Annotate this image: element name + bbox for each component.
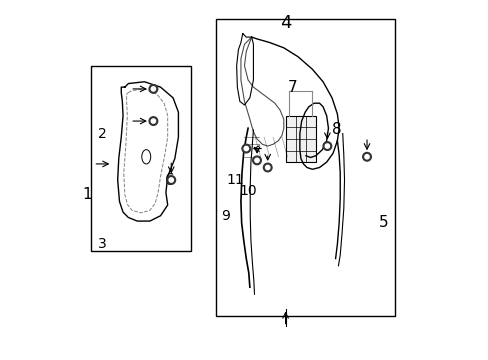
Text: 1: 1 xyxy=(82,187,92,202)
Text: 6: 6 xyxy=(164,172,174,188)
Text: 9: 9 xyxy=(221,209,230,223)
Circle shape xyxy=(151,119,155,123)
Circle shape xyxy=(323,142,331,150)
Text: 5: 5 xyxy=(378,215,387,230)
Circle shape xyxy=(254,158,259,162)
Circle shape xyxy=(169,178,173,182)
Text: 3: 3 xyxy=(98,237,107,251)
Circle shape xyxy=(364,155,368,159)
Circle shape xyxy=(252,156,261,165)
Circle shape xyxy=(149,85,157,93)
Circle shape xyxy=(265,165,269,170)
Text: 8: 8 xyxy=(331,122,341,138)
Text: 11: 11 xyxy=(226,173,244,187)
Circle shape xyxy=(242,144,250,153)
Text: 7: 7 xyxy=(287,80,297,95)
Text: 2: 2 xyxy=(98,127,107,140)
Circle shape xyxy=(166,176,175,184)
Text: 4: 4 xyxy=(279,14,291,32)
Circle shape xyxy=(151,87,155,91)
Circle shape xyxy=(149,117,157,125)
Circle shape xyxy=(244,147,248,151)
Bar xyxy=(216,19,394,316)
Circle shape xyxy=(263,163,271,172)
Bar xyxy=(285,116,315,162)
Circle shape xyxy=(325,144,329,148)
Text: 10: 10 xyxy=(239,184,257,198)
Circle shape xyxy=(362,153,370,161)
Bar xyxy=(91,66,190,251)
